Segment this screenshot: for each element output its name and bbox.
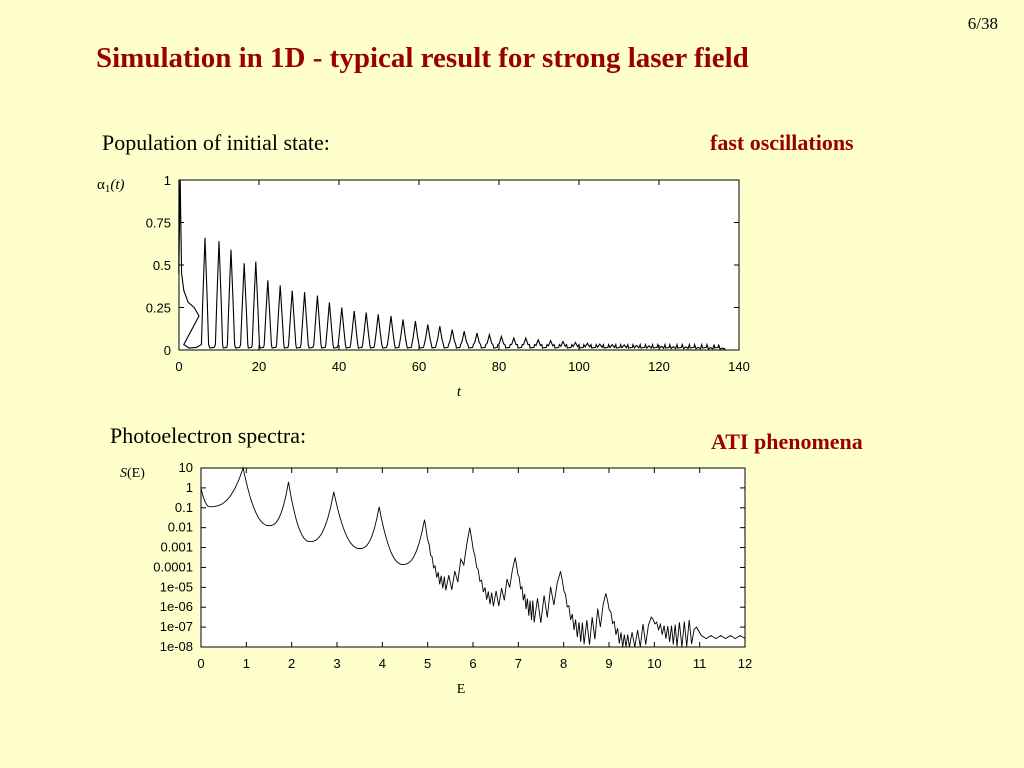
population-xtick-label: 40 [332, 359, 346, 374]
population-ytick-label: 0.5 [153, 258, 171, 273]
spectra-ytick-label: 1e-07 [160, 619, 193, 634]
ati-phenomena-note: ATI phenomena [711, 429, 863, 454]
spectra-ytick-label: 1 [186, 480, 193, 495]
spectra-chart: 0 1 2 3 4 5 6 7 8 9 10 11 121e-081e-071e-061e-050.00… [120, 460, 752, 697]
spectra-xtick-label: 5 [424, 656, 431, 671]
spectra-xtick-label: 12 [738, 656, 752, 671]
population-series-line [178, 179, 726, 350]
spectra-ytick-label: 0.0001 [153, 559, 193, 574]
spectra-xtick-label: 9 [605, 656, 612, 671]
population-xtick-label: 20 [252, 359, 266, 374]
population-ytick-label: 0 [164, 343, 171, 358]
population-ytick-label: 0.25 [146, 301, 171, 316]
population-xtick-label: 80 [492, 359, 506, 374]
population-xlabel: t [457, 384, 462, 400]
spectra-xtick-label: 10 [647, 656, 661, 671]
population-ytick-label: 0.75 [146, 216, 171, 231]
spectra-xtick-label: 3 [333, 656, 340, 671]
spectra-xtick-label: 7 [515, 656, 522, 671]
spectra-ytick-label: 10 [179, 460, 193, 475]
spectra-ytick-label: 0.01 [168, 520, 193, 535]
population-xtick-label: 0 [175, 359, 182, 374]
spectra-xlabel: E [457, 682, 466, 697]
spectra-ylabel: S(E) [120, 466, 145, 481]
population-xtick-label: 60 [412, 359, 426, 374]
spectra-label: Photoelectron spectra: [110, 423, 307, 448]
population-label: Population of initial state: [102, 130, 330, 155]
population-ylabel: α1(t) [97, 177, 125, 195]
spectra-xtick-label: 1 [243, 656, 250, 671]
spectra-xtick-label: 8 [560, 656, 567, 671]
spectra-xtick-label: 0 [197, 656, 204, 671]
spectra-xtick-label: 11 [693, 656, 707, 671]
page-number: 6/38 [967, 14, 998, 33]
spectra-xtick-label: 2 [288, 656, 295, 671]
population-xtick-label: 140 [728, 359, 750, 374]
population-xtick-label: 120 [648, 359, 670, 374]
spectra-ytick-label: 0.001 [160, 540, 193, 555]
spectra-plot-frame [200, 467, 746, 648]
fast-oscillations-note: fast oscillations [710, 130, 854, 155]
population-ytick-label: 1 [164, 173, 171, 188]
population-chart: 0 20 40 60 80 100 120 140 0 0.25 0.5 0.75 1 α1(t) t [97, 173, 750, 400]
population-plot-frame [178, 179, 740, 351]
spectra-xtick-label: 6 [469, 656, 476, 671]
spectra-ytick-label: 1e-08 [160, 639, 193, 654]
spectra-series-line [200, 466, 746, 648]
spectra-xtick-label: 4 [379, 656, 386, 671]
slide-title: Simulation in 1D - typical result for st… [96, 42, 749, 74]
spectra-ytick-label: 1e-06 [160, 599, 193, 614]
population-xtick-label: 100 [568, 359, 590, 374]
spectra-ytick-label: 0.1 [175, 500, 193, 515]
spectra-ytick-label: 1e-05 [160, 579, 193, 594]
